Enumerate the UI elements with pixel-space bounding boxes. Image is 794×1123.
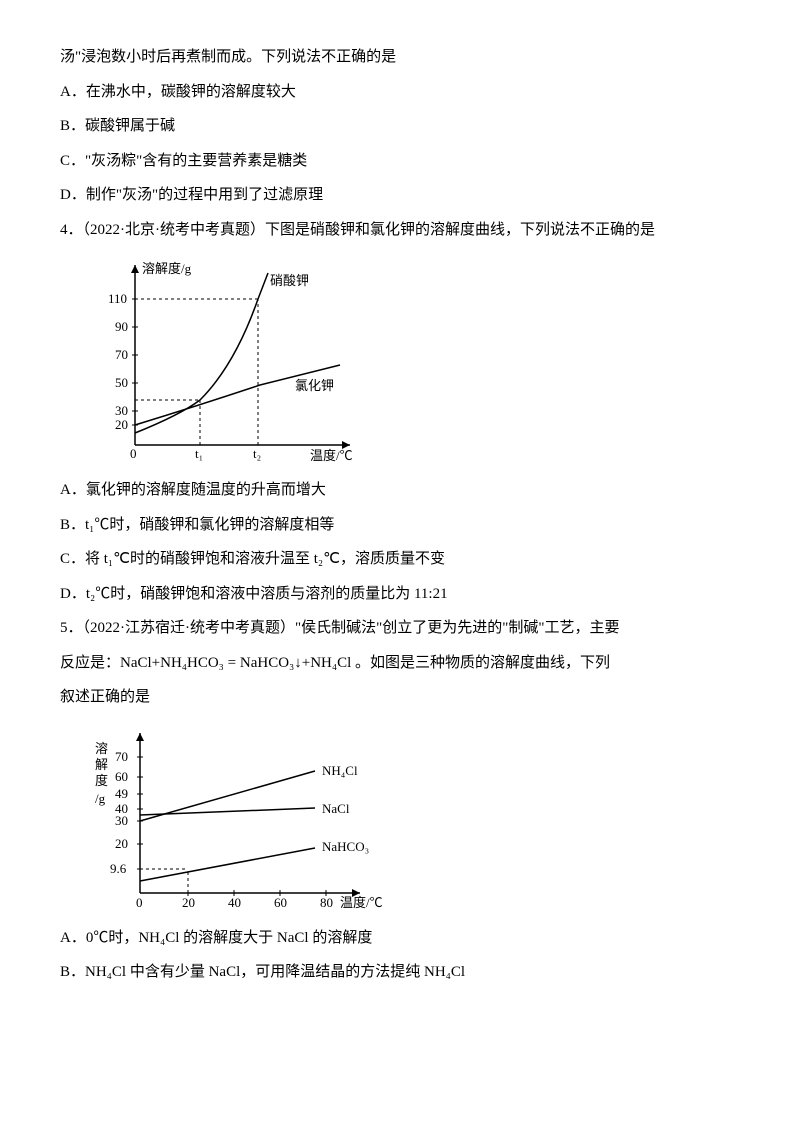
chart-q4: 20 30 50 70 90 110 溶解度/g 温度/℃ 0 t₁ t₂ 硝酸… xyxy=(90,255,370,465)
ytick: 110 xyxy=(108,291,127,306)
q5-stem2: 反应是：NaCl+NH₄HCO₃ = NaHCO₃↓+NH₄Cl 。如图是三种物… xyxy=(60,646,734,681)
xlabel: 温度/℃ xyxy=(310,448,353,463)
ytick: 20 xyxy=(115,417,128,432)
xlabel: 温度/℃ xyxy=(340,895,383,910)
ytick: 70 xyxy=(115,749,128,764)
origin: 0 xyxy=(130,446,137,461)
series: NH₄Cl xyxy=(322,763,358,778)
xtick: 20 xyxy=(182,895,195,910)
q4-stem: 4．（2022·北京·统考中考真题）下图是硝酸钾和氯化钾的溶解度曲线，下列说法不… xyxy=(60,213,734,248)
q3-option-d: D．制作"灰汤"的过程中用到了过滤原理 xyxy=(60,178,734,213)
intro-text: 汤"浸泡数小时后再煮制而成。下列说法不正确的是 xyxy=(60,40,734,75)
xtick: t₂ xyxy=(253,446,261,461)
ytick: 50 xyxy=(115,375,128,390)
q3-option-a: A．在沸水中，碳酸钾的溶解度较大 xyxy=(60,75,734,110)
xtick: 80 xyxy=(320,895,333,910)
ytick: 70 xyxy=(115,347,128,362)
ylabel-1: 溶 xyxy=(95,741,108,756)
q3-option-b: B．碳酸钾属于碱 xyxy=(60,109,734,144)
xtick: t₁ xyxy=(195,446,203,461)
q5-stem3: 叙述正确的是 xyxy=(60,680,734,715)
ytick: 20 xyxy=(115,836,128,851)
chart-q5: 溶 解 度 /g 70 60 49 40 30 20 9.6 0 20 40 6… xyxy=(90,723,390,913)
q4-option-a: A．氯化钾的溶解度随温度的升高而增大 xyxy=(60,473,734,508)
ytick: 49 xyxy=(115,786,128,801)
ytick: 30 xyxy=(115,403,128,418)
ytick: 9.6 xyxy=(110,861,127,876)
series1: 硝酸钾 xyxy=(270,273,309,288)
xtick: 60 xyxy=(274,895,287,910)
ylabel-4: /g xyxy=(95,791,106,806)
series: NaHCO₃ xyxy=(322,839,369,854)
ytick: 60 xyxy=(115,769,128,784)
q3-option-c: C．"灰汤粽"含有的主要营养素是糖类 xyxy=(60,144,734,179)
q4-option-c: C．将 t₁℃时的硝酸钾饱和溶液升温至 t₂℃，溶质质量不变 xyxy=(60,542,734,577)
xtick: 0 xyxy=(136,895,143,910)
ylabel-3: 度 xyxy=(95,773,108,788)
ytick: 90 xyxy=(115,319,128,334)
ylabel-2: 解 xyxy=(95,757,108,772)
xtick: 40 xyxy=(228,895,241,910)
q5-stem1: 5．（2022·江苏宿迁·统考中考真题）"侯氏制碱法"创立了更为先进的"制碱"工… xyxy=(60,611,734,646)
q5-option-b: B．NH₄Cl 中含有少量 NaCl，可用降温结晶的方法提纯 NH₄Cl xyxy=(60,955,734,990)
ytick: 30 xyxy=(115,813,128,828)
series: NaCl xyxy=(322,801,350,816)
q4-option-d: D．t₂℃时，硝酸钾饱和溶液中溶质与溶剂的质量比为 11:21 xyxy=(60,577,734,612)
q5-option-a: A．0℃时，NH₄Cl 的溶解度大于 NaCl 的溶解度 xyxy=(60,921,734,956)
ylabel: 溶解度/g xyxy=(142,261,192,276)
series2: 氯化钾 xyxy=(295,378,334,393)
q4-option-b: B．t₁℃时，硝酸钾和氯化钾的溶解度相等 xyxy=(60,508,734,543)
